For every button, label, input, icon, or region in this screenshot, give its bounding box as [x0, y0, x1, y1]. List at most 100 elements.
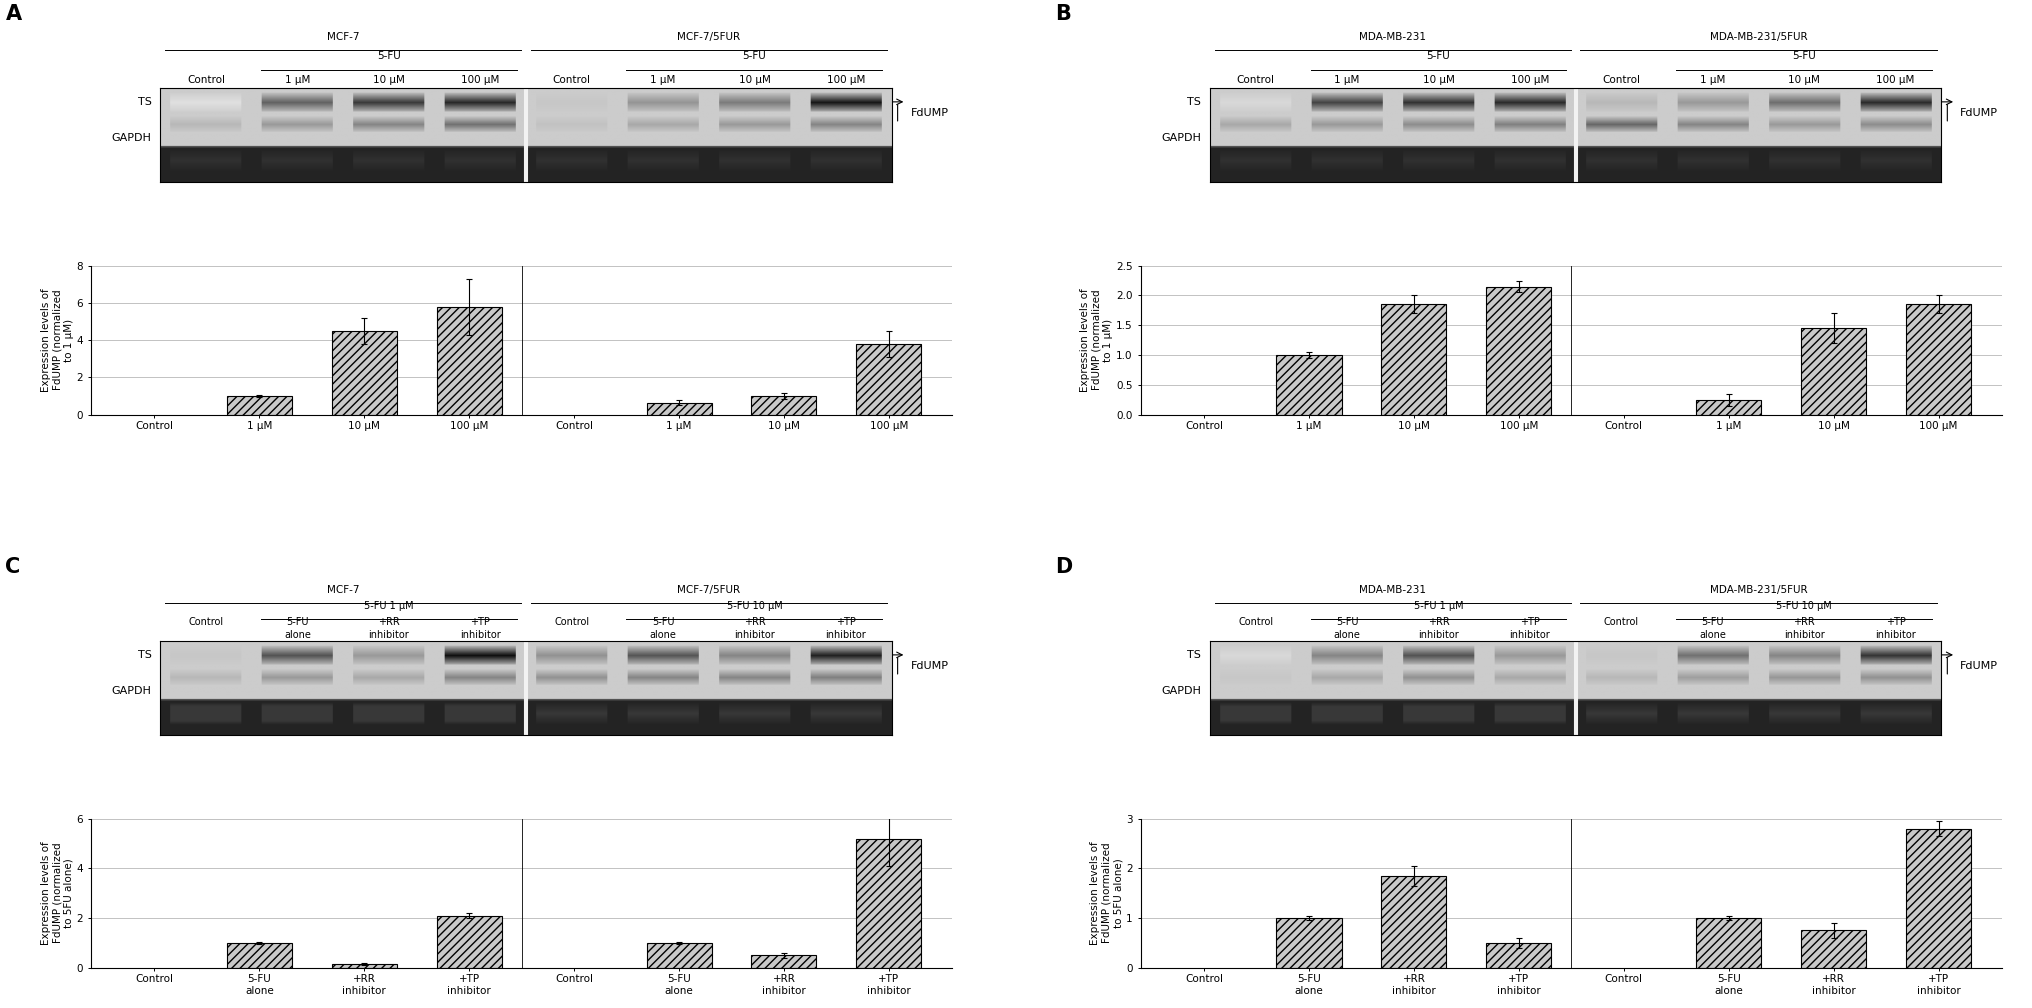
- Bar: [1382, 304, 1447, 414]
- Bar: [1276, 918, 1341, 968]
- Text: GAPDH: GAPDH: [1162, 133, 1201, 143]
- Bar: [437, 306, 502, 414]
- Text: 5-FU: 5-FU: [1792, 51, 1817, 61]
- Text: FdUMP: FdUMP: [910, 108, 949, 118]
- Text: 1 μM: 1 μM: [1335, 75, 1359, 85]
- Bar: [1382, 876, 1447, 968]
- Bar: [1697, 400, 1762, 414]
- Bar: [331, 964, 396, 968]
- Bar: [646, 402, 711, 414]
- Text: FdUMP: FdUMP: [1961, 108, 1997, 118]
- Bar: [855, 839, 920, 968]
- Text: 5-FU: 5-FU: [1335, 617, 1357, 627]
- Text: alone: alone: [650, 630, 677, 639]
- Text: 1 μM: 1 μM: [1701, 75, 1725, 85]
- Text: +RR: +RR: [1428, 617, 1449, 627]
- Text: +TP: +TP: [1886, 617, 1906, 627]
- Bar: [855, 344, 920, 414]
- Bar: [1906, 304, 1971, 414]
- Text: TS: TS: [1187, 650, 1201, 660]
- Text: 10 μM: 10 μM: [1422, 75, 1455, 85]
- Bar: [228, 942, 293, 968]
- Text: inhibitor: inhibitor: [368, 630, 408, 639]
- Text: GAPDH: GAPDH: [112, 133, 152, 143]
- Text: inhibitor: inhibitor: [1784, 630, 1825, 639]
- Y-axis label: Expression levels of
FdUMP (normalized
to 5FU alone): Expression levels of FdUMP (normalized t…: [41, 842, 73, 946]
- Text: GAPDH: GAPDH: [112, 685, 152, 696]
- Text: MCF-7/5FUR: MCF-7/5FUR: [677, 32, 740, 42]
- Text: 100 μM: 100 μM: [1510, 75, 1548, 85]
- Text: Control: Control: [1237, 617, 1274, 627]
- Text: +RR: +RR: [378, 617, 400, 627]
- Text: inhibitor: inhibitor: [825, 630, 866, 639]
- Text: MDA-MB-231: MDA-MB-231: [1359, 32, 1426, 42]
- Text: Control: Control: [1237, 75, 1274, 85]
- Text: 5-FU: 5-FU: [652, 617, 675, 627]
- Bar: [1800, 930, 1865, 968]
- Bar: [228, 396, 293, 414]
- Text: 5-FU 1 μM: 5-FU 1 μM: [1414, 601, 1463, 611]
- Text: Control: Control: [553, 75, 591, 85]
- Text: alone: alone: [1699, 630, 1727, 639]
- Bar: [331, 331, 396, 414]
- Bar: [646, 942, 711, 968]
- Text: 5-FU: 5-FU: [378, 51, 400, 61]
- Text: inhibitor: inhibitor: [459, 630, 500, 639]
- Text: +TP: +TP: [835, 617, 855, 627]
- Text: TS: TS: [138, 650, 152, 660]
- Bar: [1276, 355, 1341, 414]
- Text: MDA-MB-231/5FUR: MDA-MB-231/5FUR: [1709, 32, 1806, 42]
- Text: +RR: +RR: [1794, 617, 1815, 627]
- Text: alone: alone: [284, 630, 311, 639]
- Text: MCF-7: MCF-7: [327, 585, 360, 595]
- Y-axis label: Expression levels of
FdUMP (normalized
to 5FU alone): Expression levels of FdUMP (normalized t…: [1091, 842, 1124, 946]
- Text: inhibitor: inhibitor: [1876, 630, 1916, 639]
- Text: 5-FU: 5-FU: [287, 617, 309, 627]
- Text: alone: alone: [1333, 630, 1361, 639]
- Text: inhibitor: inhibitor: [1510, 630, 1550, 639]
- Text: 1 μM: 1 μM: [650, 75, 677, 85]
- Text: 5-FU: 5-FU: [1701, 617, 1723, 627]
- Text: Control: Control: [1603, 617, 1640, 627]
- Bar: [1906, 829, 1971, 968]
- Text: C: C: [6, 556, 20, 577]
- Bar: [1697, 918, 1762, 968]
- Text: Control: Control: [189, 617, 224, 627]
- Text: TS: TS: [138, 97, 152, 107]
- Text: MCF-7: MCF-7: [327, 32, 360, 42]
- Bar: [752, 396, 817, 414]
- Bar: [437, 915, 502, 968]
- Text: 5-FU 1 μM: 5-FU 1 μM: [364, 601, 415, 611]
- Text: Control: Control: [1603, 75, 1640, 85]
- Bar: [1485, 286, 1550, 414]
- Text: A: A: [6, 4, 22, 23]
- Text: TS: TS: [1187, 97, 1201, 107]
- Text: 10 μM: 10 μM: [1788, 75, 1821, 85]
- Text: 5-FU: 5-FU: [742, 51, 766, 61]
- Text: FdUMP: FdUMP: [1961, 661, 1997, 671]
- Text: +TP: +TP: [1520, 617, 1540, 627]
- Bar: [1800, 329, 1865, 414]
- Text: GAPDH: GAPDH: [1162, 685, 1201, 696]
- Text: MDA-MB-231: MDA-MB-231: [1359, 585, 1426, 595]
- Text: Control: Control: [555, 617, 589, 627]
- Y-axis label: Expression levels of
FdUMP (normalized
to 1 μM): Expression levels of FdUMP (normalized t…: [1081, 288, 1114, 392]
- Text: inhibitor: inhibitor: [1418, 630, 1459, 639]
- Text: 5-FU 10 μM: 5-FU 10 μM: [1776, 601, 1833, 611]
- Y-axis label: Expression levels of
FdUMP (normalized
to 1 μM): Expression levels of FdUMP (normalized t…: [41, 288, 73, 392]
- Text: 100 μM: 100 μM: [827, 75, 866, 85]
- Text: +TP: +TP: [469, 617, 490, 627]
- Text: 100 μM: 100 μM: [1876, 75, 1914, 85]
- Text: 5-FU 10 μM: 5-FU 10 μM: [727, 601, 782, 611]
- Text: 1 μM: 1 μM: [284, 75, 311, 85]
- Bar: [1485, 942, 1550, 968]
- Text: +RR: +RR: [744, 617, 766, 627]
- Text: MCF-7/5FUR: MCF-7/5FUR: [677, 585, 740, 595]
- Text: FdUMP: FdUMP: [910, 661, 949, 671]
- Text: inhibitor: inhibitor: [734, 630, 774, 639]
- Bar: [752, 956, 817, 968]
- Text: B: B: [1055, 4, 1071, 23]
- Text: 100 μM: 100 μM: [461, 75, 500, 85]
- Text: Control: Control: [187, 75, 226, 85]
- Text: D: D: [1055, 556, 1073, 577]
